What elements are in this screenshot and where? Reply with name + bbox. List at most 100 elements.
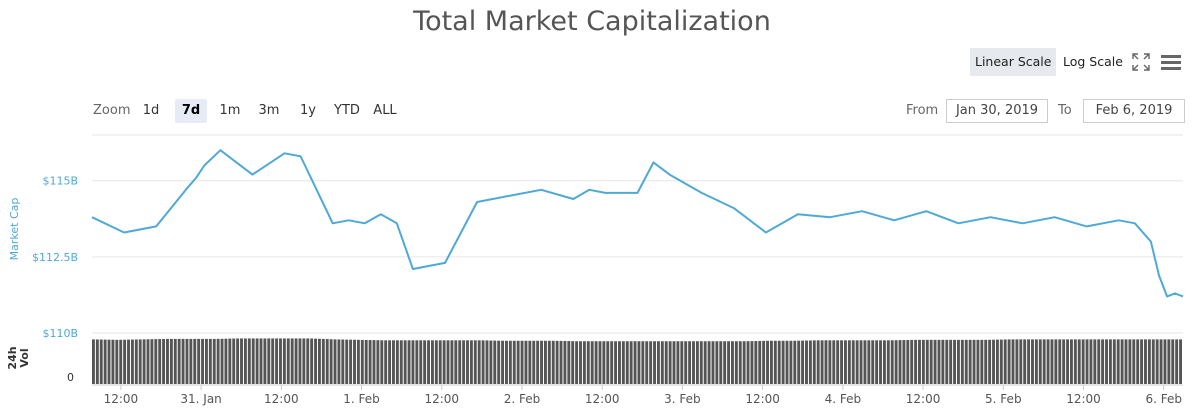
- volume-bar: [434, 340, 438, 384]
- volume-bar: [828, 340, 832, 384]
- volume-bar: [185, 338, 189, 384]
- volume-bar: [972, 339, 976, 384]
- volume-bar: [925, 339, 929, 384]
- x-tick-label: 6. Feb: [1145, 392, 1182, 406]
- volume-bar: [727, 341, 731, 384]
- volume-bar: [1155, 339, 1159, 384]
- volume-bar: [1085, 339, 1089, 384]
- volume-bar: [341, 339, 345, 384]
- volume-bar: [1070, 339, 1073, 384]
- volume-bar: [797, 340, 801, 384]
- log-scale-button[interactable]: Log Scale: [1063, 54, 1123, 69]
- volume-bar: [816, 340, 820, 384]
- volume-bar: [368, 340, 372, 384]
- volume-bar: [1077, 339, 1081, 384]
- y-tick-label: $115B: [42, 175, 78, 188]
- volume-bar: [773, 340, 777, 384]
- volume-bar: [138, 339, 142, 384]
- volume-bar: [738, 341, 742, 384]
- volume-bar: [197, 338, 201, 384]
- volume-bar: [886, 340, 890, 384]
- from-label: From: [906, 103, 939, 118]
- volume-bar: [1058, 339, 1062, 384]
- volume-bar: [364, 339, 368, 384]
- volume-bar: [516, 340, 520, 384]
- volume-bar: [719, 341, 723, 384]
- volume-bar: [317, 338, 321, 384]
- volume-bar: [637, 341, 641, 384]
- volume-bar: [933, 339, 937, 384]
- volume-bar: [240, 338, 243, 384]
- volume-bar: [294, 338, 298, 384]
- volume-bar: [337, 339, 341, 384]
- volume-bar: [945, 339, 949, 384]
- zoom-1d-button[interactable]: 1d: [142, 103, 160, 118]
- volume-bar: [532, 340, 536, 384]
- volume-bar: [177, 338, 181, 384]
- volume-bar: [1175, 339, 1179, 384]
- volume-bar: [1023, 339, 1027, 384]
- zoom-all-button[interactable]: ALL: [373, 103, 397, 118]
- volume-bar: [645, 341, 649, 384]
- volume-bar: [446, 340, 450, 384]
- volume-bar: [832, 340, 836, 384]
- volume-bar: [863, 340, 867, 384]
- volume-bar: [707, 341, 711, 384]
- volume-bar: [376, 340, 380, 384]
- volume-bar: [840, 340, 844, 384]
- volume-bar: [497, 340, 501, 384]
- volume-bar: [641, 341, 645, 384]
- linear-scale-button[interactable]: Linear Scale: [970, 48, 1057, 76]
- zoom-ytd-button[interactable]: YTD: [334, 103, 360, 118]
- volume-bar: [540, 340, 543, 384]
- volume-bar: [836, 340, 840, 384]
- zoom-3m-button[interactable]: 3m: [258, 103, 280, 118]
- volume-bar: [466, 340, 469, 384]
- volume-bar: [649, 341, 653, 384]
- volume-bar: [543, 340, 547, 384]
- volume-bar: [224, 338, 228, 384]
- volume-bar: [146, 339, 150, 384]
- x-tick-label: 12:00: [1066, 392, 1101, 406]
- volume-bar: [1062, 339, 1066, 384]
- volume-bar: [247, 338, 251, 384]
- volume-bar: [372, 340, 376, 384]
- volume-bar: [1046, 339, 1050, 384]
- volume-bar: [306, 338, 310, 384]
- volume-bar: [992, 339, 995, 384]
- volume-bar: [423, 340, 427, 384]
- volume-bar: [976, 339, 980, 384]
- volume-bar: [275, 338, 279, 384]
- volume-bar: [582, 341, 586, 384]
- fullscreen-icon[interactable]: [1132, 53, 1150, 71]
- volume-bar: [699, 341, 703, 384]
- zoom-1y-button[interactable]: 1y: [300, 103, 316, 118]
- volume-bar: [259, 338, 263, 384]
- volume-bar: [458, 340, 462, 384]
- volume-bar: [766, 340, 769, 384]
- volume-bar: [867, 340, 871, 384]
- volume-bar: [769, 340, 773, 384]
- volume-bar: [520, 340, 524, 384]
- zoom-7d-button[interactable]: 7d: [175, 99, 207, 123]
- volume-bar: [1163, 339, 1167, 384]
- volume-bar: [1179, 339, 1182, 384]
- menu-icon[interactable]: [1160, 53, 1182, 71]
- volume-bar: [777, 340, 781, 384]
- volume-bar: [1007, 339, 1011, 384]
- volume-bar: [941, 339, 945, 384]
- volume-bar: [1132, 339, 1136, 384]
- zoom-1m-button[interactable]: 1m: [219, 103, 241, 118]
- volume-bar: [653, 341, 656, 384]
- volume-bar: [158, 339, 162, 384]
- to-date-input[interactable]: Feb 6, 2019: [1083, 99, 1185, 123]
- from-date-input[interactable]: Jan 30, 2019: [946, 99, 1048, 123]
- volume-bar: [629, 341, 633, 384]
- volume-bar: [130, 339, 134, 384]
- volume-bar: [547, 340, 551, 384]
- volume-bar: [380, 340, 384, 384]
- volume-bar: [875, 340, 879, 384]
- volume-bar: [734, 341, 738, 384]
- volume-bar: [169, 338, 173, 384]
